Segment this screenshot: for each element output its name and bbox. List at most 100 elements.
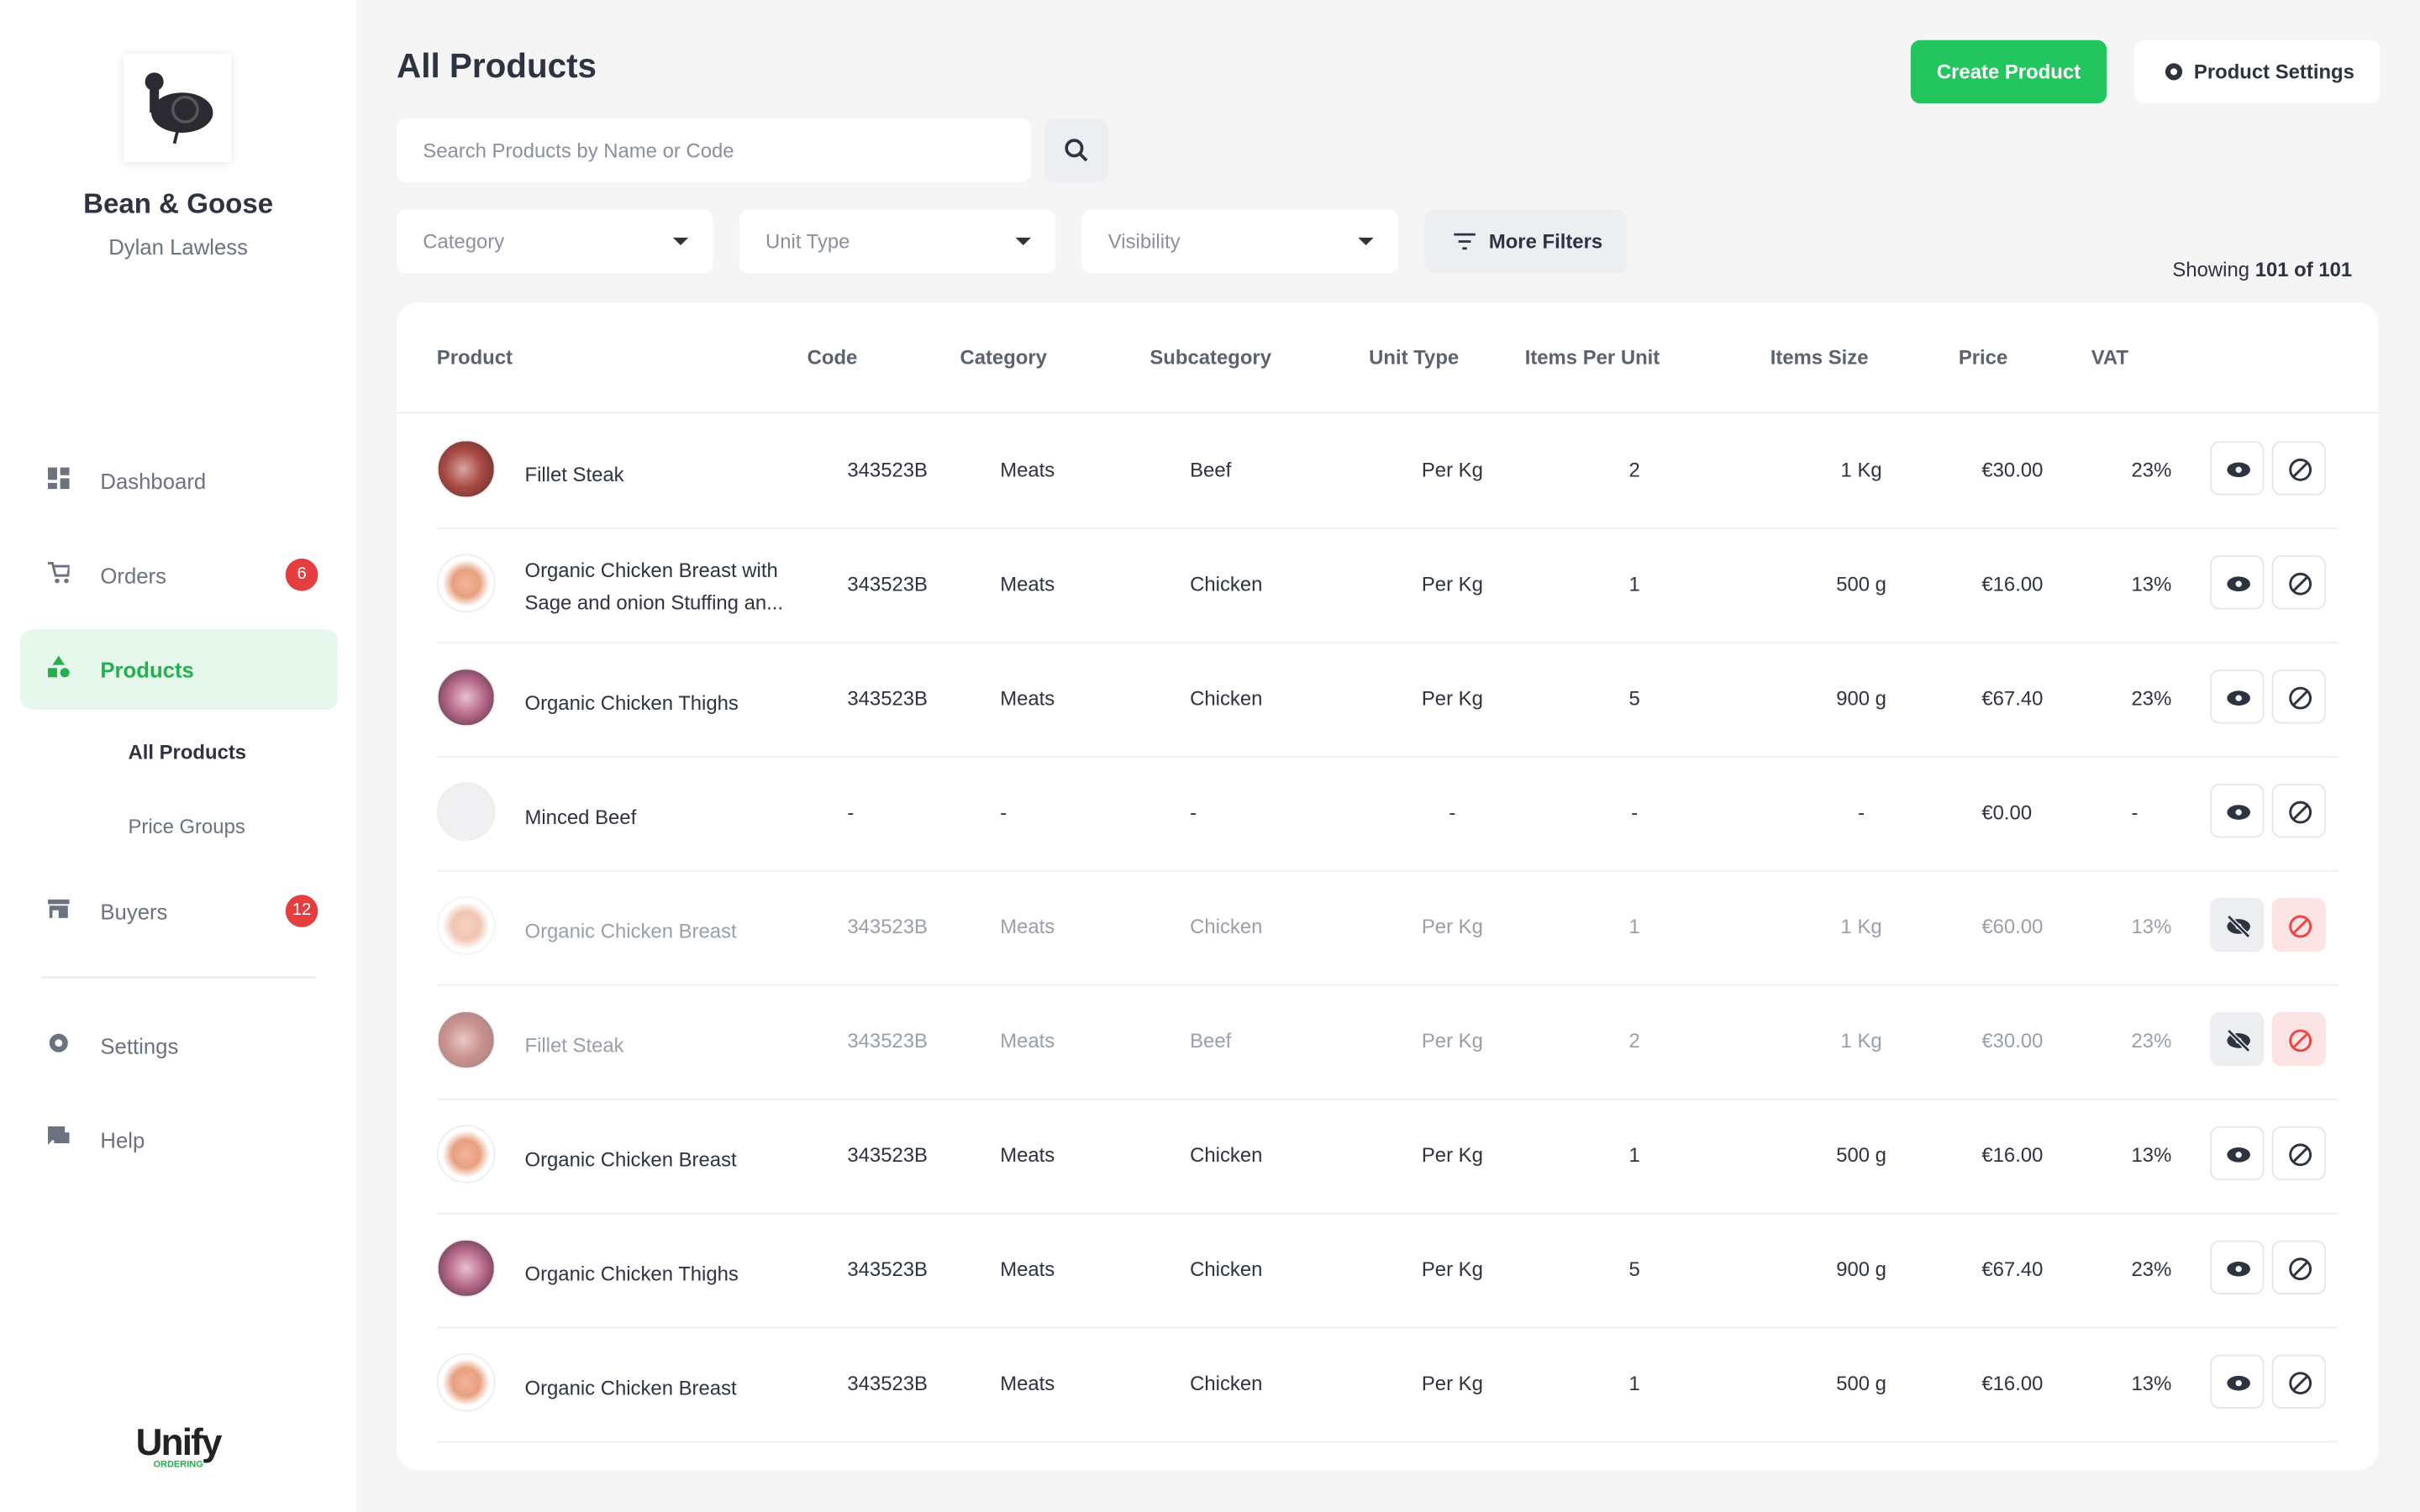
column-header: VAT bbox=[2091, 345, 2129, 369]
nav-item[interactable]: Settings bbox=[20, 1006, 338, 1087]
block-icon bbox=[2289, 915, 2312, 938]
disable-toggle[interactable] bbox=[2271, 555, 2326, 610]
block-icon bbox=[2289, 1257, 2312, 1281]
cell-subcategory: Chicken bbox=[1190, 1371, 1263, 1395]
subnav-item[interactable]: All Products bbox=[128, 740, 247, 764]
table-row[interactable]: Organic Chicken Breast with Sage and oni… bbox=[436, 528, 2338, 643]
product-name: Minced Beef bbox=[524, 805, 637, 829]
cell-vat: 13% bbox=[2131, 1143, 2172, 1167]
block-icon bbox=[2289, 1029, 2312, 1053]
brand-name: Bean & Goose bbox=[83, 188, 274, 219]
caret bbox=[1358, 237, 1374, 246]
eye-icon bbox=[2227, 915, 2251, 938]
disable-toggle[interactable] bbox=[2271, 1126, 2326, 1181]
nav-item[interactable]: Products bbox=[19, 629, 339, 710]
cell-items-size: 1 Kg bbox=[1840, 458, 1882, 482]
divider bbox=[41, 976, 317, 979]
table-row[interactable]: Fillet Steak 343523B Meats Beef Per Kg 2 1 Kg €… bbox=[436, 984, 2338, 1100]
filter-dropdown[interactable]: Unit Type bbox=[739, 209, 1056, 274]
cell-price: €60.00 bbox=[1981, 915, 2044, 938]
search-input[interactable]: Search Products by Name or Code bbox=[397, 118, 1031, 182]
cell-price: €30.00 bbox=[1981, 1029, 2044, 1053]
cell-unit-type: Per Kg bbox=[1421, 572, 1483, 596]
nav-label: Buyers bbox=[100, 899, 168, 925]
cell-items-size: 900 g bbox=[1836, 1257, 1886, 1281]
view-toggle[interactable] bbox=[2210, 669, 2265, 724]
cell-code: - bbox=[847, 801, 855, 824]
disable-toggle[interactable] bbox=[2271, 669, 2326, 724]
view-toggle[interactable] bbox=[2210, 897, 2265, 953]
nav-item[interactable]: Dashboard bbox=[20, 441, 338, 522]
subnav-item[interactable]: Price Groups bbox=[128, 814, 245, 838]
cell-items-per-unit: - bbox=[1631, 801, 1639, 824]
product-thumb bbox=[436, 1352, 496, 1412]
eye-icon bbox=[2227, 1261, 2250, 1277]
block-icon bbox=[2289, 1372, 2312, 1395]
nav-badge: 12 bbox=[285, 895, 318, 927]
cell-subcategory: Chicken bbox=[1190, 915, 1263, 938]
more-filters[interactable]: More Filters bbox=[1424, 209, 1627, 274]
cell-category: Meats bbox=[1000, 915, 1055, 938]
cell-subcategory: Chicken bbox=[1190, 572, 1263, 596]
cell-category: Meats bbox=[1000, 458, 1055, 482]
disable-toggle[interactable] bbox=[2271, 784, 2326, 838]
view-toggle[interactable] bbox=[2210, 1354, 2265, 1409]
view-toggle[interactable] bbox=[2210, 784, 2265, 838]
nav-item[interactable]: Orders 6 bbox=[20, 535, 338, 616]
cell-subcategory: Beef bbox=[1190, 458, 1232, 482]
block-icon bbox=[2289, 686, 2312, 710]
nav-label: Products bbox=[100, 657, 194, 682]
nav-item[interactable]: Buyers 12 bbox=[20, 872, 338, 953]
header-border bbox=[397, 412, 2379, 414]
table-row[interactable]: Minced Beef - - - - - - €0.00 - bbox=[436, 756, 2338, 872]
sidebar: Bean & Goose Dylan Lawless Dashboard Orde… bbox=[0, 0, 357, 1512]
product-thumb bbox=[436, 1011, 496, 1069]
table-row[interactable]: Organic Chicken Breast 343523B Meats Chicke… bbox=[436, 1327, 2338, 1443]
block-icon bbox=[2289, 572, 2312, 596]
nav-label: Help bbox=[100, 1127, 145, 1153]
view-toggle[interactable] bbox=[2210, 1011, 2265, 1067]
table-row[interactable]: Fillet Steak 343523B Meats Beef Per Kg 2 1 Kg €… bbox=[436, 413, 2338, 530]
cell-category: Meats bbox=[1000, 1257, 1055, 1281]
nav-icon bbox=[49, 1033, 68, 1053]
cell-category: Meats bbox=[1000, 1029, 1055, 1053]
nav-item[interactable]: Help bbox=[20, 1100, 338, 1181]
view-toggle[interactable] bbox=[2210, 1126, 2265, 1181]
create-button[interactable]: Create Product bbox=[1910, 39, 2107, 104]
table-row[interactable]: Organic Chicken Breast 343523B Meats Chicke… bbox=[436, 1099, 2338, 1215]
table-row[interactable]: Organic Chicken Thighs 343523B Meats Chicke… bbox=[436, 1213, 2338, 1329]
settings-button[interactable]: Product Settings bbox=[2134, 39, 2381, 104]
showing-count: 101 of 101 bbox=[2254, 257, 2353, 281]
product-thumb bbox=[436, 668, 496, 727]
table-row[interactable]: Organic Chicken Breast 343523B Meats Chicke… bbox=[436, 870, 2338, 986]
disable-toggle[interactable] bbox=[2271, 897, 2326, 953]
view-toggle[interactable] bbox=[2210, 1240, 2265, 1295]
disable-toggle[interactable] bbox=[2271, 441, 2326, 496]
cell-vat: - bbox=[2131, 801, 2139, 824]
disable-toggle[interactable] bbox=[2271, 1240, 2326, 1295]
product-thumb bbox=[436, 1238, 496, 1298]
table-row[interactable]: Organic Chicken Thighs 343523B Meats Chicke… bbox=[436, 642, 2338, 758]
cell-subcategory: Chicken bbox=[1190, 1143, 1263, 1167]
search-button[interactable] bbox=[1044, 118, 1108, 182]
cell-items-per-unit: 1 bbox=[1628, 915, 1640, 938]
disable-toggle[interactable] bbox=[2271, 1354, 2326, 1409]
disable-toggle[interactable] bbox=[2271, 1011, 2326, 1067]
cell-category: Meats bbox=[1000, 572, 1055, 596]
filter-dropdown[interactable]: Visibility bbox=[1081, 209, 1399, 274]
view-toggle[interactable] bbox=[2210, 441, 2265, 496]
view-toggle[interactable] bbox=[2210, 555, 2265, 610]
product-name: Organic Chicken Thighs bbox=[524, 690, 739, 715]
product-name: Organic Chicken Breast bbox=[524, 1376, 737, 1399]
cell-code: 343523B bbox=[847, 458, 928, 482]
nav-icon bbox=[47, 899, 70, 918]
cell-unit-type: - bbox=[1449, 801, 1456, 824]
filter-dropdown[interactable]: Category bbox=[397, 209, 713, 274]
cell-subcategory: Chicken bbox=[1190, 686, 1263, 710]
cell-code: 343523B bbox=[847, 1257, 928, 1281]
cell-unit-type: Per Kg bbox=[1421, 458, 1483, 482]
caret bbox=[1015, 237, 1031, 246]
settings-label: Product Settings bbox=[2193, 60, 2354, 84]
